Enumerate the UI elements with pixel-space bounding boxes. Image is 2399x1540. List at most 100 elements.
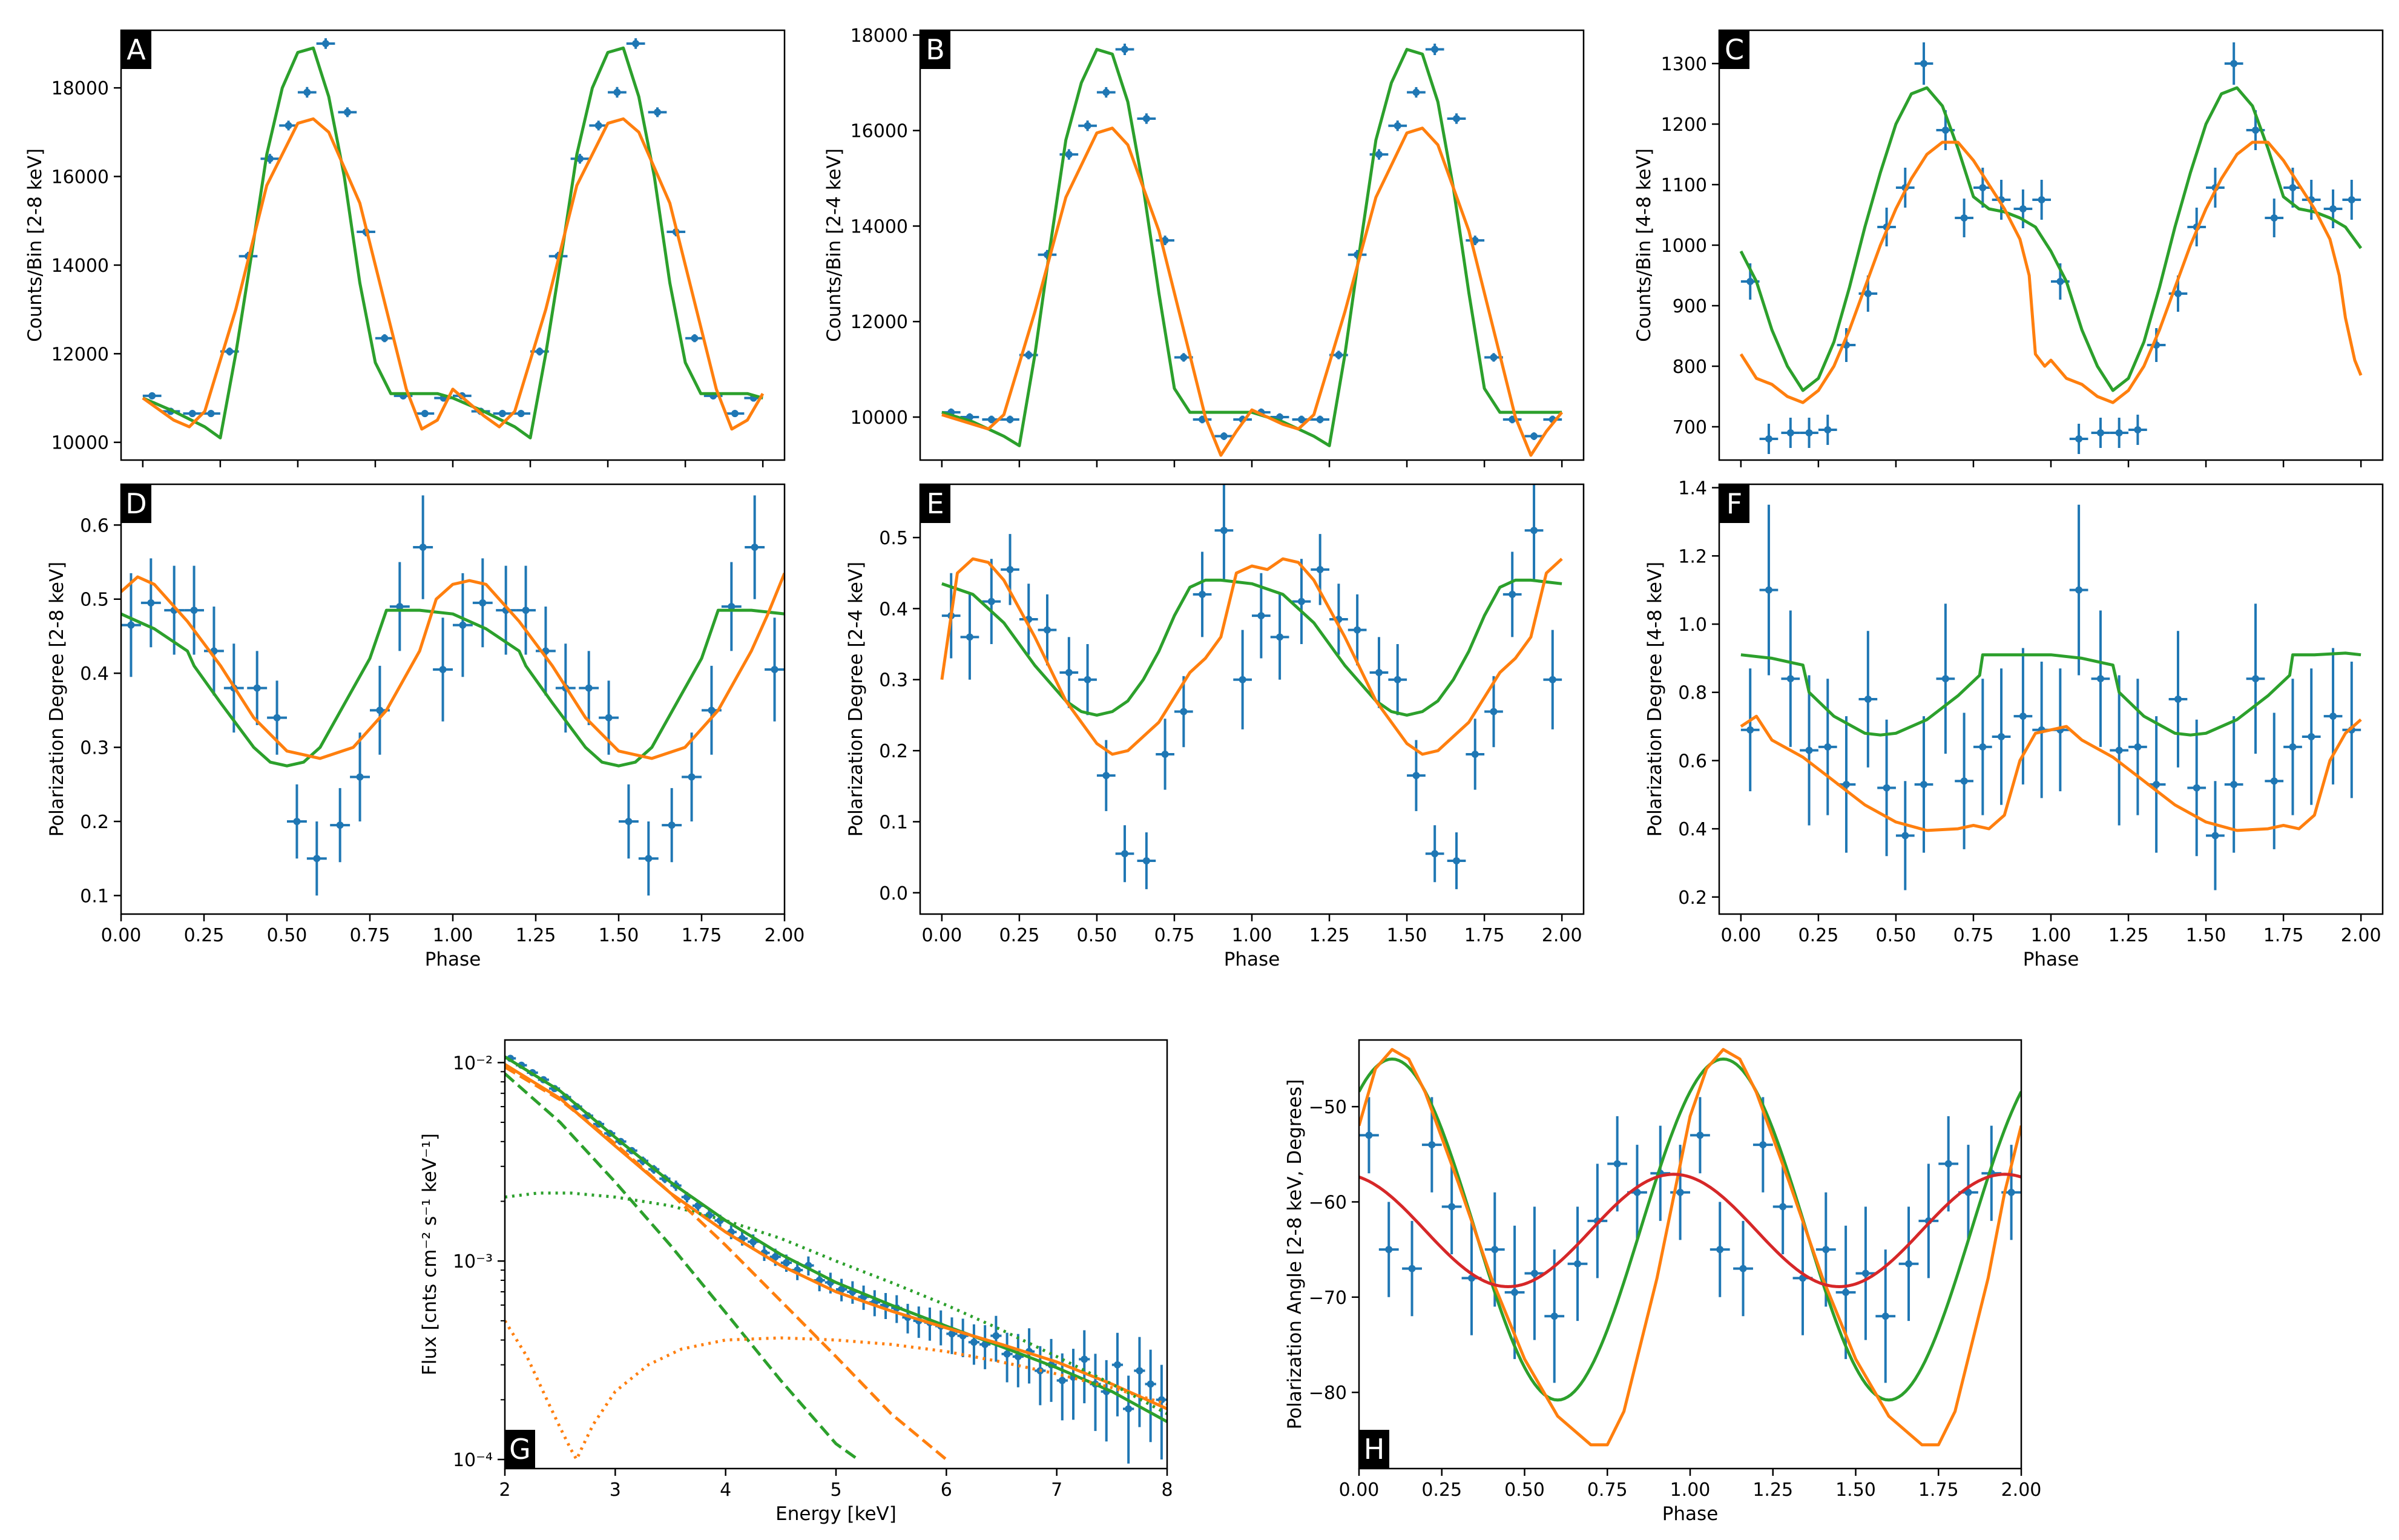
data-point bbox=[1524, 484, 1544, 581]
series-data bbox=[941, 44, 1562, 440]
data-marker bbox=[645, 855, 653, 863]
axes-frame bbox=[919, 29, 1585, 461]
data-point bbox=[2091, 610, 2110, 747]
data-marker bbox=[266, 155, 274, 163]
data-point bbox=[1914, 42, 1933, 85]
data-point bbox=[1407, 740, 1426, 811]
data-marker bbox=[1864, 696, 1872, 703]
data-marker bbox=[396, 602, 404, 610]
x-tick-label: 8 bbox=[1161, 1479, 1173, 1501]
data-point bbox=[1759, 504, 1779, 676]
series-orange-model-line bbox=[940, 557, 1563, 756]
y-tick-label: 0.1 bbox=[879, 812, 908, 833]
data-point bbox=[1877, 719, 1896, 857]
data-point bbox=[1504, 1225, 1525, 1360]
data-point bbox=[183, 410, 202, 418]
data-point bbox=[682, 732, 702, 821]
data-marker bbox=[381, 334, 389, 342]
plot-area-g bbox=[505, 1055, 1167, 1464]
data-marker bbox=[1824, 743, 1832, 751]
data-marker bbox=[1739, 1265, 1747, 1272]
x-tick-label: 1.00 bbox=[1232, 925, 1272, 946]
y-axis-label: Polarization Angle [2-8 keV, Degrees] bbox=[1284, 1079, 1306, 1430]
data-marker bbox=[2115, 429, 2123, 436]
data-point bbox=[1466, 235, 1485, 245]
y-tick-label: −50 bbox=[1309, 1097, 1347, 1118]
data-point bbox=[1955, 199, 1973, 237]
data-marker bbox=[1490, 354, 1498, 361]
data-point bbox=[415, 410, 435, 418]
y-tick-label: 700 bbox=[1673, 417, 1707, 438]
data-point bbox=[2110, 675, 2129, 826]
panel-h: 0.00 0.25 0.50 0.75 1.00 1.25 1.50 1.75 2.00 −80 −… bbox=[1284, 1039, 2041, 1525]
x-tick-label: 2 bbox=[499, 1479, 510, 1501]
data-marker bbox=[1786, 675, 1794, 683]
data-marker bbox=[1394, 122, 1401, 130]
data-marker bbox=[356, 773, 364, 781]
data-marker bbox=[188, 410, 196, 418]
data-point bbox=[1096, 87, 1116, 98]
data-point bbox=[1348, 594, 1367, 666]
data-marker bbox=[1375, 668, 1383, 676]
y-tick-label: 18000 bbox=[851, 25, 908, 47]
panel-letter-badge bbox=[1719, 484, 1749, 523]
data-point bbox=[260, 154, 280, 164]
y-tick-label: 18000 bbox=[51, 78, 109, 99]
x-tick-label: 0.25 bbox=[1798, 925, 1838, 946]
data-marker bbox=[1136, 1367, 1144, 1375]
data-marker bbox=[498, 410, 506, 418]
x-tick-label: 1.75 bbox=[1464, 925, 1505, 946]
data-point bbox=[1898, 1206, 1919, 1321]
data-marker bbox=[1006, 415, 1014, 423]
data-point bbox=[496, 565, 516, 655]
data-point bbox=[589, 120, 608, 131]
y-tick-label: 0.6 bbox=[1678, 751, 1707, 772]
data-marker bbox=[1125, 1405, 1133, 1413]
data-point bbox=[2187, 719, 2206, 857]
data-point bbox=[1800, 418, 1818, 448]
data-point bbox=[2323, 189, 2343, 228]
data-point bbox=[140, 558, 161, 648]
x-tick-label: 0.25 bbox=[1421, 1479, 1462, 1501]
data-point bbox=[2323, 648, 2343, 785]
x-tick-label: 1.25 bbox=[1309, 925, 1350, 946]
data-point bbox=[1137, 113, 1156, 124]
data-point bbox=[1484, 676, 1503, 748]
data-point bbox=[2283, 679, 2302, 815]
y-tick-label: 14000 bbox=[851, 216, 908, 237]
data-point bbox=[2069, 424, 2088, 454]
data-marker bbox=[2193, 784, 2200, 792]
data-point bbox=[164, 565, 185, 655]
series-data bbox=[941, 484, 1562, 889]
data-point bbox=[1484, 353, 1503, 362]
data-point bbox=[1973, 679, 1992, 815]
data-point bbox=[1059, 637, 1079, 708]
data-point bbox=[990, 1315, 1002, 1362]
data-point bbox=[1855, 1206, 1876, 1340]
panel-letter-badge bbox=[121, 30, 151, 69]
data-marker bbox=[1805, 429, 1813, 436]
data-point bbox=[1524, 1206, 1545, 1340]
x-tick-label: 7 bbox=[1051, 1479, 1062, 1501]
data-marker bbox=[1901, 832, 1909, 840]
data-point bbox=[1567, 1206, 1588, 1321]
data-marker bbox=[1431, 850, 1439, 858]
data-marker bbox=[1864, 290, 1872, 297]
data-marker bbox=[1881, 1312, 1889, 1320]
x-axis-label: Phase bbox=[1662, 1503, 1719, 1525]
data-marker bbox=[2289, 184, 2297, 191]
data-marker bbox=[2056, 278, 2064, 285]
data-marker bbox=[1998, 732, 2006, 740]
data-point bbox=[1740, 668, 1760, 792]
data-marker bbox=[1696, 1131, 1704, 1139]
data-point bbox=[142, 392, 162, 400]
panel-letter-badge bbox=[505, 1430, 535, 1469]
data-marker bbox=[1548, 676, 1556, 683]
data-point bbox=[453, 573, 473, 677]
data-point bbox=[279, 120, 298, 131]
y-axis-label: Polarization Degree [4-8 keV] bbox=[1644, 562, 1666, 837]
data-point bbox=[2032, 180, 2051, 220]
data-marker bbox=[1006, 565, 1014, 573]
data-point bbox=[2342, 180, 2361, 220]
data-marker bbox=[1448, 1203, 1456, 1211]
